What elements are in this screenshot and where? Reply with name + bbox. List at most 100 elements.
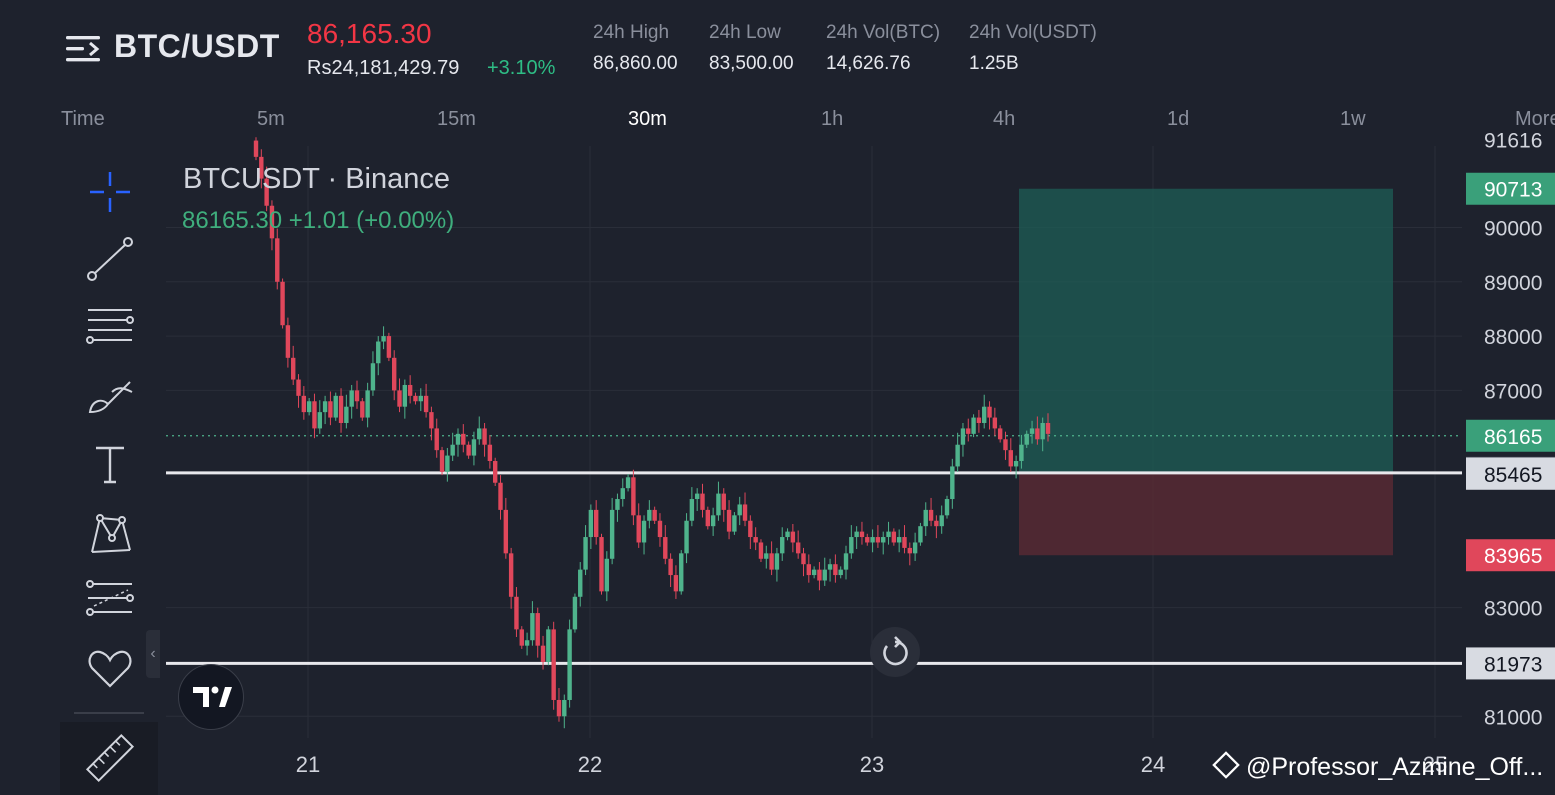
candle — [1013, 461, 1019, 467]
candle — [748, 520, 753, 538]
candle — [370, 363, 376, 391]
tradingview-logo[interactable] — [178, 664, 244, 730]
candle — [907, 547, 912, 554]
candle — [455, 433, 461, 445]
candle — [317, 412, 322, 429]
candle — [546, 629, 551, 662]
candle — [764, 553, 769, 559]
brush-icon[interactable] — [82, 368, 138, 424]
candle — [376, 341, 381, 364]
menu-icon[interactable] — [66, 34, 100, 64]
candle — [599, 537, 604, 592]
candle — [971, 417, 976, 434]
candle — [264, 178, 269, 206]
candle — [694, 493, 700, 500]
candle — [944, 499, 950, 516]
candle — [280, 281, 285, 326]
candle — [896, 537, 902, 543]
heart-icon[interactable] — [82, 640, 138, 696]
candle — [514, 596, 519, 630]
candle — [966, 428, 971, 434]
candle — [312, 401, 317, 429]
timeframe-1w[interactable]: 1w — [1340, 108, 1366, 130]
candle — [503, 509, 509, 554]
y-tick-label: 90000 — [1484, 217, 1542, 240]
stat-24h-low: 24h Low 83,500.00 — [709, 22, 794, 75]
candle — [296, 379, 301, 396]
toolbar-footer — [60, 722, 158, 795]
candle — [710, 515, 716, 527]
reset-chart-button[interactable] — [870, 627, 920, 677]
candle — [912, 542, 918, 554]
collapse-toolbar-button[interactable]: ‹ — [146, 630, 160, 678]
stat-value: 1.25B — [969, 53, 1019, 74]
price-tag — [1466, 457, 1555, 490]
candle — [269, 205, 275, 239]
candle — [817, 569, 822, 581]
watermark: @Professor_Azmine_Off... — [1212, 751, 1543, 782]
candle — [524, 640, 530, 646]
timeframe-30m[interactable]: 30m — [628, 108, 667, 130]
candle — [583, 537, 588, 570]
candle — [865, 537, 870, 543]
change-percent: +3.10% — [487, 57, 556, 79]
x-tick-label: 21 — [296, 752, 320, 777]
candle — [562, 699, 567, 717]
candle — [461, 433, 466, 445]
candle — [551, 629, 556, 700]
stop-loss-zone — [1019, 472, 1393, 556]
prediction-tool-icon[interactable] — [82, 572, 138, 628]
timeframe-1d[interactable]: 1d — [1167, 108, 1190, 130]
y-tick-label: 91616 — [1484, 130, 1542, 153]
candle — [960, 428, 966, 445]
y-tick-label: 83000 — [1484, 598, 1542, 621]
candle — [498, 482, 503, 510]
candle — [716, 493, 721, 516]
candle — [360, 401, 365, 418]
stat-24h-vol-btc: 24h Vol(BTC) 14,626.76 — [826, 22, 940, 75]
price-tag — [1466, 172, 1555, 205]
candle — [349, 390, 354, 407]
candle — [535, 613, 540, 646]
candle — [992, 417, 998, 429]
candle — [1019, 444, 1024, 462]
candle — [253, 140, 259, 157]
candle — [429, 412, 434, 429]
candle — [689, 499, 695, 521]
timeframe-1h[interactable]: 1h — [821, 108, 844, 130]
timeframe-5m[interactable]: 5m — [257, 108, 285, 130]
candle — [402, 384, 408, 407]
candle — [753, 537, 758, 543]
candle — [365, 390, 370, 418]
candle — [881, 537, 886, 543]
candle — [700, 493, 705, 510]
candle — [477, 428, 482, 440]
candle — [679, 553, 684, 592]
timeframe-15m[interactable]: 15m — [437, 108, 476, 130]
candle — [434, 428, 439, 451]
y-tick-label: 81000 — [1484, 706, 1542, 729]
candle — [891, 531, 897, 543]
candle — [795, 542, 801, 554]
pattern-tool-icon[interactable] — [82, 504, 138, 560]
x-axis: 21 22 23 24 25 — [296, 752, 1447, 777]
timeframe-more[interactable]: More — [1515, 108, 1555, 130]
x-tick-label: 24 — [1141, 752, 1165, 777]
crosshair-icon[interactable] — [82, 164, 138, 220]
timeframe-4h[interactable]: 4h — [993, 108, 1016, 130]
trend-line-icon[interactable] — [82, 232, 138, 288]
candle — [758, 542, 764, 559]
candle — [306, 401, 312, 413]
candle — [423, 395, 429, 413]
drawing-toolbar — [60, 150, 158, 795]
candle — [487, 444, 493, 462]
candle — [987, 406, 992, 418]
fib-retracement-icon[interactable] — [82, 300, 138, 356]
candle — [641, 520, 647, 543]
text-tool-icon[interactable] — [82, 436, 138, 492]
ruler-icon[interactable] — [82, 730, 138, 786]
candle — [684, 520, 689, 554]
pair-title[interactable]: BTC/USDT — [114, 28, 280, 64]
candle — [609, 509, 615, 559]
